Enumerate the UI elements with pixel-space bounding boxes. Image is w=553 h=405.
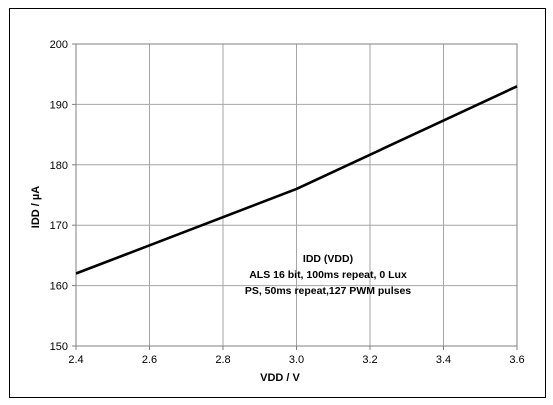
y-tick-label: 180 xyxy=(50,160,68,172)
annotation-line-3: PS, 50ms repeat,127 PWM pulses xyxy=(245,285,411,297)
x-tick-label: 2.4 xyxy=(68,354,83,366)
x-tick-label: 3.6 xyxy=(509,354,524,366)
y-tick-label: 160 xyxy=(50,281,68,293)
series-layer xyxy=(75,85,518,275)
x-tick-label: 3.0 xyxy=(289,354,304,366)
y-tick-label: 200 xyxy=(50,39,68,51)
x-tick-label: 2.8 xyxy=(215,354,230,366)
y-tick-label: 190 xyxy=(50,99,68,111)
grid-layer xyxy=(76,44,517,346)
annotation-line-1: IDD (VDD) xyxy=(303,253,353,265)
tick-layer: 2.4 2.6 2.8 3.0 3.2 3.4 3.6 150 160 170 180 190 200 xyxy=(50,39,525,366)
chart-frame: 2.4 2.6 2.8 3.0 3.2 3.4 3.6 150 160 170 180 190 200 … xyxy=(9,8,546,398)
y-tick-label: 170 xyxy=(50,220,68,232)
annotation-text: IDD (VDD) ALS 16 bit, 100ms repeat, 0 Lu… xyxy=(245,253,411,297)
x-axis-label: VDD / V xyxy=(260,372,300,384)
x-tick-label: 3.4 xyxy=(436,354,451,366)
x-tick-label: 3.2 xyxy=(362,354,377,366)
annotation-line-2: ALS 16 bit, 100ms repeat, 0 Lux xyxy=(249,269,407,281)
series-line-idd xyxy=(75,85,518,275)
x-tick-label: 2.6 xyxy=(142,354,157,366)
y-tick-label: 150 xyxy=(50,341,68,353)
y-axis-label: IDD / µA xyxy=(30,186,42,228)
chart-svg: 2.4 2.6 2.8 3.0 3.2 3.4 3.6150160170180190200 … xyxy=(30,39,525,384)
